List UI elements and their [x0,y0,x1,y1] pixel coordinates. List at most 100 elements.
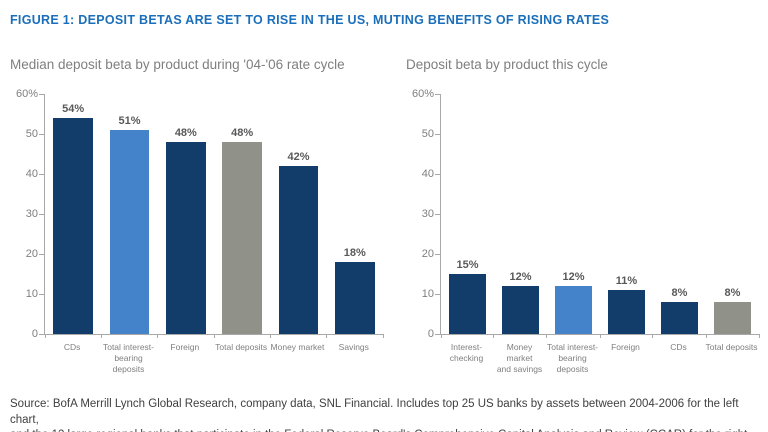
bar-slot: 54% [45,94,101,334]
y-axis-tick-mark [435,94,440,95]
x-axis-label: Foreign [170,342,200,352]
y-axis-tick-label: 0 [31,328,38,340]
chart-title-left: Median deposit beta by product during '0… [10,57,345,72]
x-axis-tick-mark [44,334,46,338]
x-axis-tick-mark [269,334,271,338]
y-axis-tick-mark [39,174,44,175]
value-label: 42% [287,151,310,163]
x-axis-label: Total interest-bearing deposits [102,342,154,375]
value-label: 12% [562,271,585,283]
bar-total-deposits [713,302,752,334]
x-axis-tick-mark [599,334,601,338]
y-axis-tick-mark [39,294,44,295]
chart-panel-left: Median deposit beta by product during '0… [10,57,388,388]
y-axis-tick-label: 50 [421,128,434,140]
chart-panel-right: Deposit beta by product this cycle 15% 12… [406,57,764,388]
x-axis-label: Money market and savings [496,342,543,375]
source-note: Source: BofA Merrill Lynch Global Resear… [10,397,768,432]
value-label: 51% [118,115,141,127]
x-axis-labels-right: Interest-checking Money market and savings… [440,335,758,375]
x-axis-label: Money market [270,342,325,352]
value-label: 11% [615,275,638,287]
bar-savings [335,262,375,334]
bar-slot: 11% [600,94,653,334]
bar-slot: 8% [706,94,759,334]
bar-slot: 8% [653,94,706,334]
y-axis-tick-mark [435,294,440,295]
x-axis-tick-mark [705,334,707,338]
source-line-2: and the 12 large regional banks that par… [10,428,768,432]
chart-left: 54% 51% 48% 48% 42% 18% CDs Total interest-bea… [10,88,388,388]
y-axis-tick-label: 30 [421,208,434,220]
y-axis-tick-label: 40 [421,168,434,180]
bar-interest-checking [448,274,487,334]
x-axis-tick-mark [546,334,548,338]
bar-slot: 18% [327,94,383,334]
y-axis-tick-mark [39,94,44,95]
bar-slot: 15% [441,94,494,334]
value-label: 15% [456,259,479,271]
bar-cds [660,302,699,334]
y-axis-tick-label: 10 [421,288,434,300]
y-axis-tick-mark [435,334,440,335]
bar-foreign [166,142,206,334]
bar-foreign [607,290,646,334]
x-axis-tick-mark [440,334,442,338]
x-axis-label: CDs [63,342,81,352]
bar-slot: 42% [270,94,326,334]
y-axis-tick-mark [39,134,44,135]
bar-slot: 48% [214,94,270,334]
x-axis-label: Total interest-bearing deposits [546,342,599,375]
y-axis-tick-label: 0 [427,328,434,340]
value-label: 12% [509,271,532,283]
value-label: 48% [231,127,254,139]
x-axis-tick-mark [326,334,328,338]
value-label: 8% [724,287,741,299]
x-axis-tick-mark [758,334,760,338]
x-axis-labels-left: CDs Total interest-bearing deposits Foreign… [44,335,382,375]
y-axis-tick-mark [39,214,44,215]
bar-money-market [278,166,319,334]
plot-area-left: 54% 51% 48% 48% 42% 18% [39,94,384,338]
x-axis-label: CDs [670,342,687,352]
y-axis-tick-mark [39,334,44,335]
y-axis-tick-label: 20 [421,248,434,260]
y-axis-tick-label: 60% [15,88,38,100]
x-axis-tick-mark [382,334,384,338]
y-axis-tick-label: 60% [411,88,434,100]
x-axis-tick-mark [157,334,159,338]
plot-area-right: 15% 12% 12% 11% 8% 8% [435,94,760,338]
x-axis-label: Foreign [611,342,640,352]
bar-money-market-and-savings [501,286,540,334]
source-line-1: Source: BofA Merrill Lynch Global Resear… [10,398,739,426]
x-axis-tick-mark [493,334,495,338]
y-axis-tick-label: 20 [25,248,38,260]
x-axis-label: Savings [338,342,369,352]
value-label: 54% [62,103,85,115]
figure-title: FIGURE 1: DEPOSIT BETAS ARE SET TO RISE … [10,13,610,27]
y-axis-tick-mark [435,174,440,175]
value-label: 8% [671,287,688,299]
bar-total-deposits [222,142,262,334]
bars-right: 15% 12% 12% 11% 8% 8% [441,94,759,334]
y-axis-tick-mark [435,254,440,255]
y-axis-tick-label: 30 [25,208,38,220]
y-axis-tick-label: 10 [25,288,38,300]
x-axis-label: Total deposits [705,342,758,352]
y-axis-tick-mark [435,214,440,215]
x-axis-label: Interest-checking [449,342,484,364]
y-axis-tick-label: 50 [25,128,38,140]
bar-total-interest-bearing-deposits [554,286,593,334]
y-axis-tick-mark [39,254,44,255]
x-axis-label: Total deposits [215,342,268,352]
bar-slot: 48% [158,94,214,334]
bars-left: 54% 51% 48% 48% 42% 18% [45,94,383,334]
bar-slot: 12% [547,94,600,334]
x-axis-tick-mark [100,334,102,338]
bar-slot: 51% [101,94,157,334]
chart-right: 15% 12% 12% 11% 8% 8% Interest-checking Money … [406,88,764,388]
bar-total-interest-bearing-deposits [109,130,150,334]
bar-slot: 12% [494,94,547,334]
y-axis-tick-label: 40 [25,168,38,180]
